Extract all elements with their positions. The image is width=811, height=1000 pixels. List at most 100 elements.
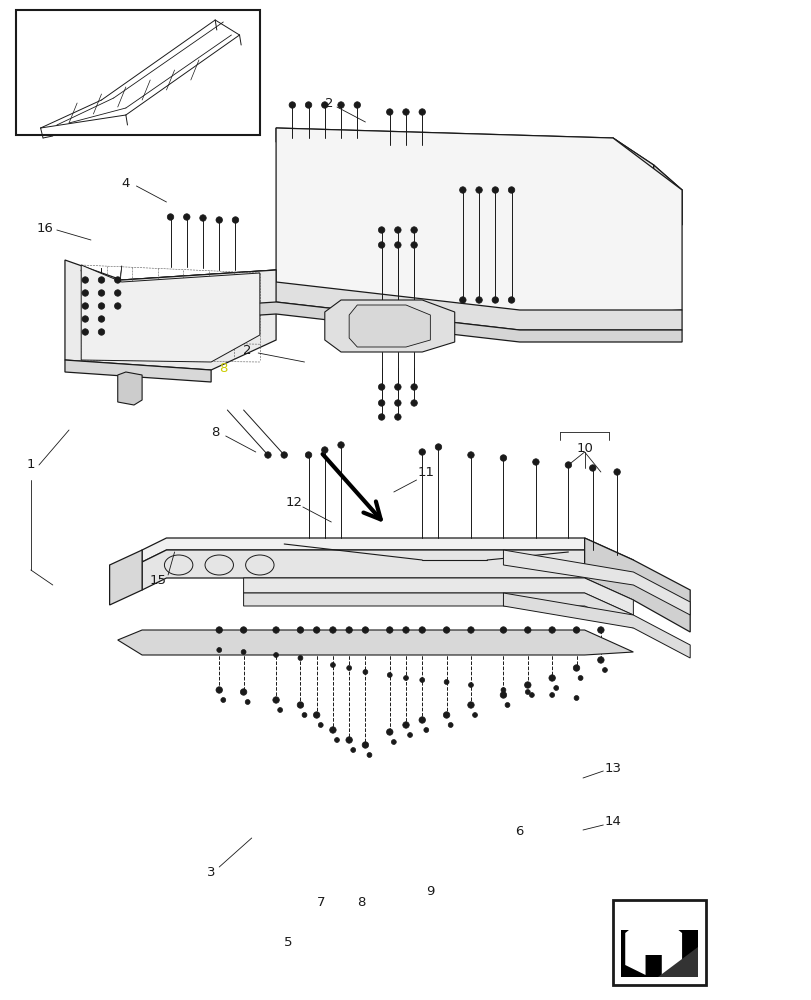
- Circle shape: [232, 217, 238, 223]
- Circle shape: [407, 733, 412, 737]
- Circle shape: [378, 400, 384, 406]
- Circle shape: [298, 656, 303, 660]
- Polygon shape: [118, 630, 633, 655]
- Circle shape: [524, 627, 530, 633]
- Text: 2: 2: [243, 344, 251, 357]
- Circle shape: [277, 708, 282, 712]
- Polygon shape: [142, 550, 633, 600]
- Polygon shape: [503, 593, 689, 658]
- Polygon shape: [324, 300, 454, 352]
- Circle shape: [529, 693, 534, 697]
- Text: 3: 3: [207, 866, 215, 880]
- Circle shape: [532, 459, 539, 465]
- Circle shape: [245, 700, 250, 704]
- Text: 11: 11: [418, 466, 434, 480]
- Circle shape: [472, 713, 477, 717]
- Circle shape: [345, 627, 352, 633]
- Circle shape: [302, 713, 307, 717]
- Polygon shape: [612, 138, 681, 225]
- Text: 4: 4: [122, 177, 130, 190]
- Polygon shape: [65, 360, 211, 382]
- Text: 7: 7: [316, 896, 324, 910]
- Polygon shape: [243, 593, 633, 628]
- Polygon shape: [276, 128, 653, 178]
- Circle shape: [402, 109, 409, 115]
- Circle shape: [216, 687, 222, 693]
- Circle shape: [386, 109, 393, 115]
- Circle shape: [444, 680, 448, 684]
- Circle shape: [504, 703, 509, 707]
- Text: 10: 10: [576, 442, 592, 454]
- Circle shape: [500, 692, 506, 698]
- Circle shape: [217, 648, 221, 652]
- Circle shape: [394, 414, 401, 420]
- Text: 8: 8: [219, 361, 227, 374]
- Circle shape: [410, 227, 417, 233]
- Circle shape: [281, 452, 287, 458]
- Circle shape: [573, 627, 579, 633]
- Polygon shape: [612, 900, 706, 985]
- Circle shape: [410, 384, 417, 390]
- Circle shape: [98, 290, 105, 296]
- Circle shape: [468, 683, 473, 687]
- Circle shape: [378, 242, 384, 248]
- Circle shape: [313, 712, 320, 718]
- Circle shape: [394, 227, 401, 233]
- Circle shape: [443, 712, 449, 718]
- Circle shape: [387, 673, 392, 677]
- Circle shape: [272, 697, 279, 703]
- Circle shape: [549, 693, 554, 697]
- Text: 1: 1: [27, 458, 35, 472]
- Circle shape: [524, 682, 530, 688]
- Circle shape: [435, 444, 441, 450]
- Circle shape: [363, 670, 367, 674]
- Circle shape: [548, 675, 555, 681]
- Circle shape: [613, 469, 620, 475]
- Circle shape: [491, 187, 498, 193]
- Polygon shape: [657, 947, 697, 977]
- Circle shape: [394, 242, 401, 248]
- Circle shape: [573, 696, 578, 700]
- Circle shape: [240, 627, 247, 633]
- Circle shape: [548, 627, 555, 633]
- Text: 12: 12: [285, 495, 302, 508]
- Circle shape: [114, 277, 121, 283]
- Circle shape: [386, 627, 393, 633]
- Text: 8: 8: [211, 426, 219, 438]
- Circle shape: [467, 702, 474, 708]
- Circle shape: [82, 316, 88, 322]
- Circle shape: [98, 277, 105, 283]
- Circle shape: [183, 214, 190, 220]
- Text: 13: 13: [604, 762, 620, 774]
- Circle shape: [443, 627, 449, 633]
- Circle shape: [378, 227, 384, 233]
- Circle shape: [82, 303, 88, 309]
- Circle shape: [589, 465, 595, 471]
- Polygon shape: [503, 550, 689, 615]
- Circle shape: [391, 740, 396, 744]
- Circle shape: [418, 717, 425, 723]
- Polygon shape: [122, 302, 681, 342]
- Circle shape: [114, 303, 121, 309]
- Circle shape: [467, 452, 474, 458]
- Circle shape: [467, 627, 474, 633]
- Text: 15: 15: [150, 574, 166, 586]
- Text: 9: 9: [426, 886, 434, 898]
- Circle shape: [491, 297, 498, 303]
- Circle shape: [321, 447, 328, 453]
- Circle shape: [418, 627, 425, 633]
- Circle shape: [475, 297, 482, 303]
- Circle shape: [403, 676, 408, 680]
- Circle shape: [508, 187, 514, 193]
- Polygon shape: [620, 930, 697, 977]
- Text: 8: 8: [357, 896, 365, 910]
- Circle shape: [418, 449, 425, 455]
- Circle shape: [98, 303, 105, 309]
- Circle shape: [597, 657, 603, 663]
- Circle shape: [459, 187, 466, 193]
- Circle shape: [402, 722, 409, 728]
- Polygon shape: [118, 372, 142, 405]
- Circle shape: [98, 316, 105, 322]
- Circle shape: [337, 442, 344, 448]
- Polygon shape: [142, 538, 633, 572]
